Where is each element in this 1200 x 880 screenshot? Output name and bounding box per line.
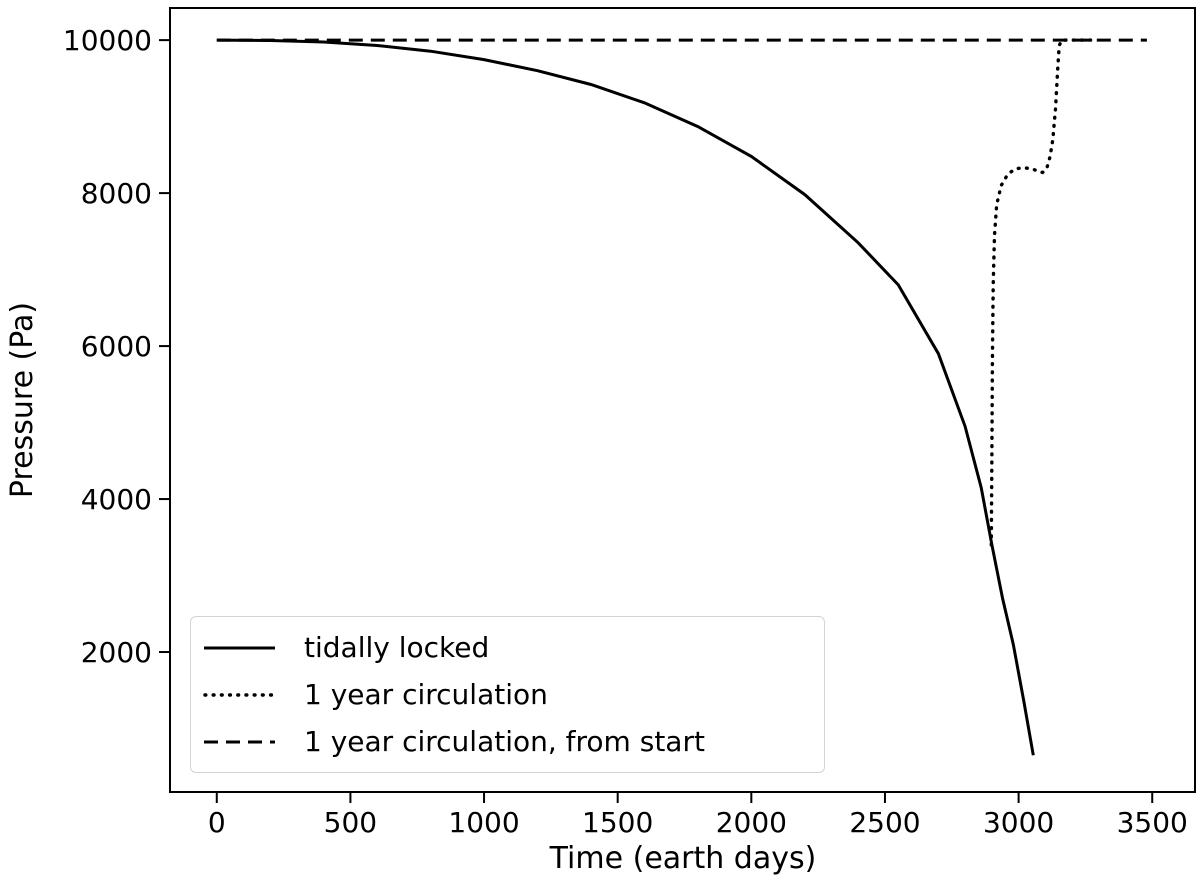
series-layer <box>216 38 1147 756</box>
y-tick-label: 8000 <box>81 177 152 210</box>
legend-label-1-year-circulation: 1 year circulation <box>304 677 548 711</box>
y-tick-label: 4000 <box>81 483 152 516</box>
y-tick-label: 2000 <box>81 636 152 669</box>
y-tick-label: 10000 <box>63 24 152 57</box>
x-tick-label: 3000 <box>983 806 1054 839</box>
legend-item: 1 year circulation <box>191 671 824 718</box>
legend-item: 1 year circulation, from start <box>191 718 824 765</box>
x-tick-label: 1500 <box>582 806 653 839</box>
legend: tidally locked 1 year circulation 1 year… <box>190 616 825 773</box>
dashed-line-sample-icon <box>204 740 275 743</box>
legend-label-1-year-circulation-from-start: 1 year circulation, from start <box>304 724 705 758</box>
solid-line-sample-icon <box>204 646 275 649</box>
x-tick-label: 0 <box>208 806 226 839</box>
y-axis-label: Pressure (Pa) <box>5 302 40 498</box>
legend-label-tidally-locked: tidally locked <box>304 630 490 664</box>
x-tick-label: 500 <box>324 806 377 839</box>
x-tick-label: 3500 <box>1117 806 1188 839</box>
plot-border <box>169 7 1196 793</box>
ticks-layer: 0 500 1000 1500 2000 2500 3000 3500 2000 4000 6000… <box>63 24 1188 839</box>
dotted-line-sample-icon <box>203 692 276 697</box>
y-tick-label: 6000 <box>81 330 152 363</box>
x-tick-label: 1000 <box>448 806 519 839</box>
x-tick-label: 2000 <box>716 806 787 839</box>
x-axis-label: Time (earth days) <box>549 841 817 876</box>
1-year-circulation-line <box>989 38 1093 547</box>
x-tick-label: 2500 <box>849 806 920 839</box>
tidally-locked-line <box>216 38 1035 756</box>
legend-item: tidally locked <box>191 624 824 671</box>
